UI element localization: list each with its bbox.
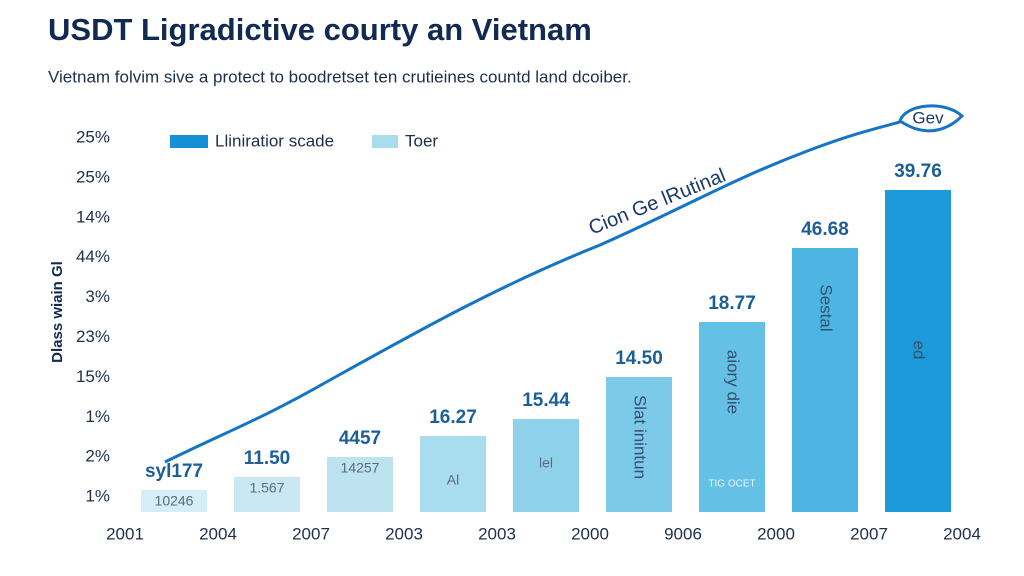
badge: Gev: [912, 108, 944, 127]
bar-inner-text: Al: [447, 472, 459, 488]
y-tick-label: 1%: [85, 407, 110, 426]
bar-inner-text: 1.567: [249, 480, 284, 496]
bar: [420, 436, 486, 512]
bar-inner-text: aiory die: [724, 350, 743, 414]
x-tick-label: 2004: [199, 524, 237, 543]
y-axis-title: Dlass wiain Gl: [49, 261, 66, 363]
legend-swatch: [170, 135, 208, 148]
bar-inner-text: lel: [539, 455, 553, 471]
x-tick-label: 2000: [757, 524, 795, 543]
legend-label: Lliniratior scade: [215, 131, 334, 150]
y-tick-label: 15%: [76, 367, 110, 386]
line-label: Cion Ge lRutinal: [586, 165, 729, 240]
x-tick-label: 2000: [571, 524, 609, 543]
badge-shape: [898, 104, 965, 133]
bar-label: 16.27: [429, 407, 477, 428]
y-tick-label: 25%: [76, 127, 110, 146]
bar-label: 46.68: [801, 219, 849, 240]
bar: [141, 490, 207, 512]
bar-inner-text: 14257: [341, 460, 380, 476]
bar-label: 11.50: [244, 448, 291, 469]
x-tick-label: 2004: [943, 524, 981, 543]
x-tick-label: 2007: [292, 524, 330, 543]
x-tick-label: 2001: [106, 524, 144, 543]
y-tick-label: 2%: [85, 447, 110, 466]
trend-line: [164, 120, 901, 464]
y-tick-label: 25%: [76, 167, 110, 186]
title: USDT Ligradictive courty an Vietnam: [48, 12, 592, 47]
bar: [885, 190, 951, 512]
legend-swatch: [372, 135, 398, 148]
subtitle: Vietnam folvim sive a protect to boodret…: [48, 67, 632, 86]
bar: [234, 477, 300, 512]
bar-inner-text: Sestal: [817, 284, 836, 331]
bar: [699, 322, 765, 512]
x-tick-label: 2003: [478, 524, 516, 543]
bar-inner-text: 10246: [155, 493, 194, 509]
bar: [513, 419, 579, 512]
bar-label: 39.76: [894, 161, 942, 182]
y-tick-label: 1%: [85, 487, 110, 506]
bar-label: 15.44: [522, 390, 570, 411]
bar: [792, 248, 858, 512]
legend-label: Toer: [405, 131, 438, 150]
bar-label: 18.77: [708, 293, 756, 314]
x-tick-label: 2007: [850, 524, 888, 543]
x-tick-label: 9006: [664, 524, 702, 543]
bar-inner-text: ed: [910, 341, 929, 360]
y-tick-label: 14%: [76, 207, 110, 226]
bar-label: syl177: [145, 461, 203, 482]
y-tick-label: 3%: [85, 287, 110, 306]
bar-inner-text: Slat inintun: [631, 395, 650, 479]
bar-label: 14.50: [615, 348, 663, 369]
bar: [606, 377, 672, 512]
bar: [327, 457, 393, 512]
bar-label: 4457: [339, 428, 381, 449]
y-tick-label: 44%: [76, 247, 110, 266]
x-tick-label: 2003: [385, 524, 423, 543]
y-tick-label: 23%: [76, 327, 110, 346]
bar-inner-note: TIG OCET: [708, 479, 755, 490]
